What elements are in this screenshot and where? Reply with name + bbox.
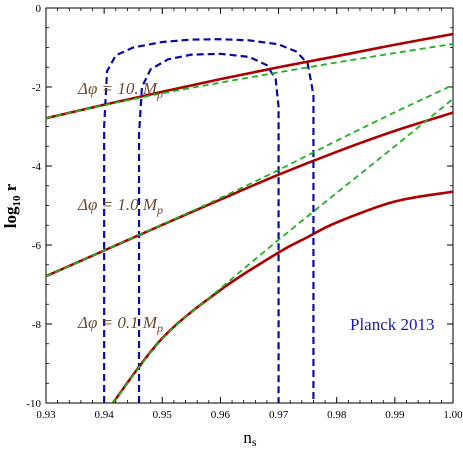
y-tick-label: -10 [26, 398, 41, 410]
annotation-planck-2013: Planck 2013 [350, 315, 435, 334]
series-line-green-dashed-5 [112, 98, 453, 403]
series-line-blue-dashed-6 [103, 38, 315, 403]
series-line-green-dashed-1 [46, 43, 453, 120]
annotation-dphi-10: Δφ = 10. Mp [77, 79, 163, 101]
series-line-red-solid-2 [46, 111, 453, 278]
x-tick-label: 0.96 [211, 409, 231, 421]
x-tick-label: 0.98 [327, 409, 347, 421]
y-tick-label: -8 [32, 319, 42, 331]
y-tick-label: 0 [36, 3, 42, 15]
y-axis-label: log10 r [1, 183, 23, 228]
y-tick-label: -2 [32, 82, 41, 94]
y-tick-label: -6 [32, 240, 42, 252]
x-tick-label: 0.97 [269, 409, 289, 421]
series-layer [46, 32, 453, 403]
series-line-green-dashed-3 [46, 84, 453, 278]
annotation-dphi-0.1: Δφ = 0.1 Mp [77, 313, 163, 335]
annotation-dphi-1: Δφ = 1.0 Mp [77, 195, 163, 217]
x-tick-label: 0.95 [153, 409, 173, 421]
x-tick-label: 0.94 [95, 409, 115, 421]
x-tick-label: 1.00 [443, 409, 463, 421]
series-line-blue-dashed-7 [137, 52, 280, 403]
axis-ticks: 0.93 0.94 0.95 0.96 0.97 0.98 0.99 1.00 0 -2 -4 -6 -… [26, 3, 463, 421]
y-tick-label: -4 [32, 161, 42, 173]
series-line-red-solid-0 [46, 32, 453, 120]
x-tick-label: 0.99 [385, 409, 405, 421]
x-axis-label: ns [243, 428, 257, 449]
x-tick-label: 0.93 [36, 409, 56, 421]
